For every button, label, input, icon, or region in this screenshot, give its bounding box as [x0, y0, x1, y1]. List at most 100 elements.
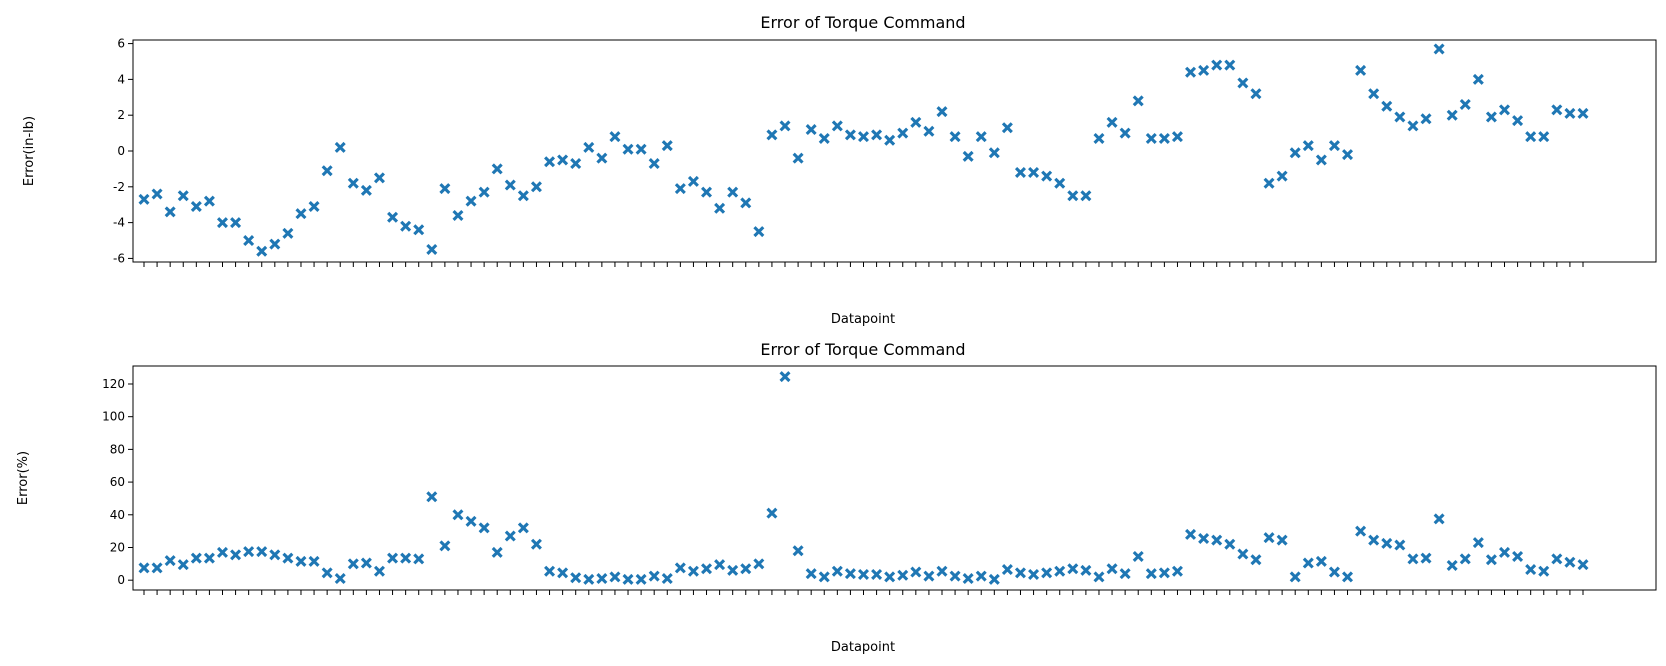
- data-point: [1067, 190, 1079, 202]
- data-point: [871, 129, 883, 141]
- chart-title: Error of Torque Command: [760, 340, 965, 359]
- data-point: [1446, 109, 1458, 121]
- data-point: [831, 120, 843, 132]
- data-point: [1328, 140, 1340, 152]
- data-point: [1564, 107, 1576, 119]
- data-point: [884, 571, 896, 583]
- data-point: [1420, 552, 1432, 564]
- data-point: [1067, 563, 1079, 575]
- data-point: [151, 188, 163, 200]
- data-point: [504, 530, 516, 542]
- data-point: [1512, 550, 1524, 562]
- data-point: [491, 546, 503, 558]
- data-point: [583, 573, 595, 585]
- data-point: [962, 150, 974, 162]
- data-point: [1551, 104, 1563, 116]
- data-point: [1041, 170, 1053, 182]
- data-point: [1171, 565, 1183, 577]
- data-point: [884, 134, 896, 146]
- data-point: [203, 195, 215, 207]
- data-point: [596, 152, 608, 164]
- data-point: [1577, 107, 1589, 119]
- data-point: [596, 573, 608, 585]
- data-point: [1054, 565, 1066, 577]
- data-point: [360, 557, 372, 569]
- data-point: [727, 186, 739, 198]
- data-point: [1028, 568, 1040, 580]
- data-point: [321, 567, 333, 579]
- y-tick-label: 40: [110, 508, 125, 522]
- data-point: [138, 562, 150, 574]
- data-point: [387, 211, 399, 223]
- data-point: [1080, 190, 1092, 202]
- data-point: [936, 565, 948, 577]
- data-point: [256, 245, 268, 257]
- data-point: [858, 131, 869, 143]
- data-point: [1158, 132, 1170, 144]
- data-point: [923, 570, 935, 582]
- data-point: [622, 143, 634, 155]
- data-point: [583, 141, 595, 153]
- chart-title: Error of Torque Command: [760, 13, 965, 32]
- data-point: [1250, 554, 1262, 566]
- data-point: [1420, 113, 1432, 125]
- data-point: [1224, 538, 1236, 550]
- data-point: [661, 140, 673, 152]
- data-point: [844, 568, 856, 580]
- data-point: [1394, 111, 1406, 123]
- data-point: [1355, 525, 1367, 537]
- data-point: [897, 569, 909, 581]
- data-point: [570, 158, 582, 170]
- data-point: [452, 509, 464, 521]
- data-point: [674, 183, 686, 195]
- data-point: [517, 190, 529, 202]
- data-point: [1446, 559, 1458, 571]
- x-axis-ticks: [143, 590, 1584, 595]
- data-point: [988, 573, 1000, 585]
- data-markers: [138, 43, 1589, 257]
- data-point: [465, 515, 477, 527]
- data-point: [1342, 571, 1354, 583]
- bottom-scatter-plot: Error of Torque Command 020406080100120 …: [16, 340, 1657, 655]
- data-point: [269, 238, 281, 250]
- data-point: [936, 106, 948, 118]
- data-point: [1014, 567, 1026, 579]
- data-point: [334, 141, 346, 153]
- data-point: [373, 172, 385, 184]
- data-point: [517, 522, 529, 534]
- y-tick-label: 2: [117, 108, 125, 122]
- data-point: [426, 491, 438, 503]
- data-point: [727, 564, 739, 576]
- data-point: [1185, 528, 1197, 540]
- data-point: [805, 124, 817, 136]
- y-tick-label: -4: [113, 216, 125, 230]
- data-point: [347, 558, 359, 570]
- data-point: [347, 177, 359, 189]
- y-axis-label: Error(in-lb): [22, 116, 37, 186]
- data-point: [1315, 555, 1327, 567]
- data-point: [818, 571, 830, 583]
- plot-frame: [132, 365, 1657, 591]
- data-point: [609, 131, 621, 143]
- data-point: [557, 154, 569, 166]
- data-point: [635, 143, 647, 155]
- data-point: [530, 181, 542, 193]
- data-point: [687, 565, 699, 577]
- data-point: [439, 540, 451, 552]
- data-point: [1041, 567, 1053, 579]
- data-point: [308, 555, 320, 567]
- data-point: [452, 209, 464, 221]
- data-point: [491, 163, 503, 175]
- data-point: [1145, 132, 1157, 144]
- x-axis-label: Datapoint: [831, 312, 895, 327]
- data-point: [478, 186, 490, 198]
- plot-frame: [132, 39, 1657, 263]
- data-point: [1237, 548, 1249, 560]
- data-point: [1551, 553, 1563, 565]
- data-point: [779, 120, 791, 132]
- data-point: [1485, 111, 1497, 123]
- data-point: [1459, 553, 1471, 565]
- data-point: [766, 129, 778, 141]
- data-point: [1368, 534, 1380, 546]
- data-point: [1276, 170, 1288, 182]
